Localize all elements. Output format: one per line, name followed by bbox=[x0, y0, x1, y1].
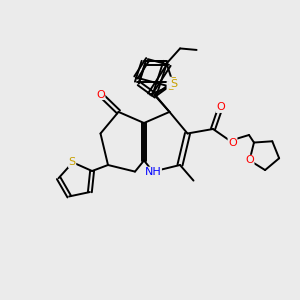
Text: S: S bbox=[170, 79, 177, 88]
Text: O: O bbox=[245, 155, 254, 165]
Text: S: S bbox=[69, 158, 76, 167]
Text: O: O bbox=[228, 137, 237, 148]
Text: NH: NH bbox=[145, 167, 161, 177]
Text: O: O bbox=[96, 89, 105, 100]
Text: O: O bbox=[216, 102, 225, 112]
Text: S: S bbox=[169, 77, 176, 87]
Text: S: S bbox=[167, 82, 174, 92]
